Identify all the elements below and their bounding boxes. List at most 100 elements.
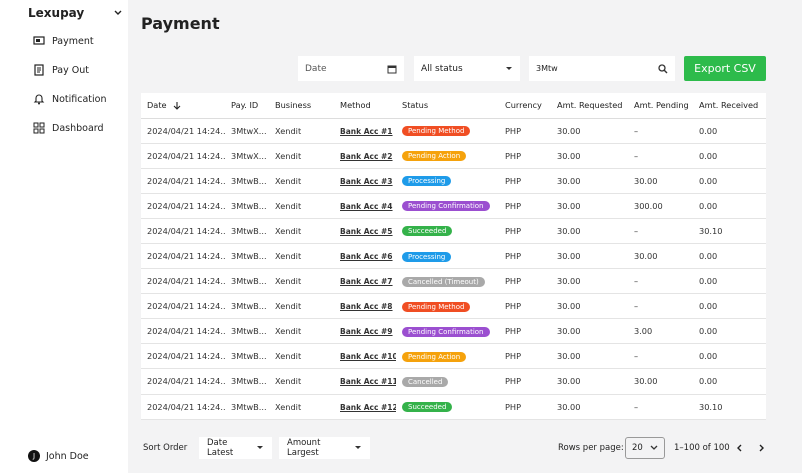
column-header[interactable]: Date bbox=[141, 93, 225, 119]
method-link[interactable]: Bank Acc #6 bbox=[340, 252, 393, 262]
table-row[interactable]: 2024/04/21 14:24... 3MtwB... Xendit Bank Ac… bbox=[141, 394, 766, 420]
cell-text: Xendit bbox=[275, 200, 302, 211]
cell-currency: PHP bbox=[499, 368, 551, 395]
nav-label: Dashboard bbox=[52, 122, 104, 134]
method-link[interactable]: Bank Acc #4 bbox=[340, 201, 393, 211]
cell-pay-id: 3MtwB... bbox=[225, 268, 269, 295]
cell-text: Xendit bbox=[275, 225, 302, 236]
cell-text: 30.00 bbox=[634, 175, 658, 186]
method-link[interactable]: Bank Acc #1 bbox=[340, 126, 393, 136]
table-row[interactable]: 2024/04/21 14:24... 3MtwB... Xendit Bank Ac… bbox=[141, 268, 766, 295]
cell-requested: 30.00 bbox=[551, 368, 628, 395]
cell-pending: – bbox=[628, 343, 693, 370]
cell-date: 2024/04/21 14:24... bbox=[141, 243, 225, 270]
cell-method: Bank Acc #6 bbox=[334, 243, 396, 270]
nav-item[interactable]: Dashboard bbox=[33, 122, 104, 134]
cell-status: Succeeded bbox=[396, 218, 499, 244]
cell-text: 0.00 bbox=[699, 125, 718, 136]
cell-text: 30.00 bbox=[557, 326, 581, 337]
nav-item[interactable]: Payment bbox=[33, 35, 94, 47]
method-link[interactable]: Bank Acc #12 bbox=[340, 402, 396, 412]
table-row[interactable]: 2024/04/21 14:24... 3MtwB... Xendit Bank Ac… bbox=[141, 218, 766, 244]
cell-text: 2024/04/21 14:24... bbox=[147, 376, 225, 387]
table-row[interactable]: 2024/04/21 14:24... 3MtwB... Xendit Bank Ac… bbox=[141, 343, 766, 370]
date-filter[interactable]: Date bbox=[298, 56, 404, 81]
rows-per-page-select[interactable]: 20 bbox=[625, 437, 665, 459]
cell-text: 2024/04/21 14:24... bbox=[147, 276, 225, 287]
method-link[interactable]: Bank Acc #3 bbox=[340, 176, 393, 186]
cell-text: 0.00 bbox=[699, 376, 718, 387]
method-link[interactable]: Bank Acc #10 bbox=[340, 352, 396, 362]
cell-pay-id: 3MtwB... bbox=[225, 368, 269, 395]
status-badge: Cancelled (Timeout) bbox=[402, 276, 485, 287]
cell-received: 0.00 bbox=[693, 143, 766, 169]
page-title: Payment bbox=[141, 14, 220, 33]
cell-text: – bbox=[634, 351, 639, 362]
table-row[interactable]: 2024/04/21 14:24... 3MtwB... Xendit Bank Ac… bbox=[141, 168, 766, 194]
cell-method: Bank Acc #11 bbox=[334, 368, 396, 395]
status-filter[interactable]: All status bbox=[414, 56, 520, 81]
cell-text: 3MtwB... bbox=[231, 401, 267, 412]
method-link[interactable]: Bank Acc #5 bbox=[340, 226, 393, 236]
table-row[interactable]: 2024/04/21 14:24... 3MtwX... Xendit Bank Ac… bbox=[141, 118, 766, 144]
table-row[interactable]: 2024/04/21 14:24... 3MtwB... Xendit Bank Ac… bbox=[141, 193, 766, 219]
cell-text: 300.00 bbox=[634, 200, 663, 211]
prev-page[interactable] bbox=[736, 444, 744, 452]
column-label: Pay. ID bbox=[231, 100, 259, 111]
sort-select[interactable]: Amount Largest bbox=[279, 437, 370, 459]
table-row[interactable]: 2024/04/21 14:24... 3MtwB... Xendit Bank Ac… bbox=[141, 318, 766, 345]
cell-business: Xendit bbox=[269, 318, 334, 345]
method-link[interactable]: Bank Acc #7 bbox=[340, 277, 393, 287]
search-box[interactable]: 3Mtw bbox=[529, 56, 675, 81]
next-page[interactable] bbox=[757, 444, 765, 452]
cell-requested: 30.00 bbox=[551, 143, 628, 169]
column-header: Amt. Pending bbox=[628, 93, 693, 119]
search-value: 3Mtw bbox=[536, 64, 558, 73]
nav-item[interactable]: Notification bbox=[33, 93, 107, 105]
payments-table: Date Pay. ID Business Method Status Currency A… bbox=[141, 93, 766, 420]
export-button[interactable]: Export CSV bbox=[684, 56, 766, 81]
cell-text: 3MtwB... bbox=[231, 200, 267, 211]
method-link[interactable]: Bank Acc #9 bbox=[340, 327, 393, 337]
collapse-icon[interactable] bbox=[113, 9, 123, 17]
column-header: Pay. ID bbox=[225, 93, 269, 119]
cell-text: PHP bbox=[505, 200, 522, 211]
table-row[interactable]: 2024/04/21 14:24... 3MtwB... Xendit Bank Ac… bbox=[141, 243, 766, 270]
cell-text: PHP bbox=[505, 351, 522, 362]
table-row[interactable]: 2024/04/21 14:24... 3MtwB... Xendit Bank Ac… bbox=[141, 368, 766, 395]
cell-text: Xendit bbox=[275, 125, 302, 136]
method-link[interactable]: Bank Acc #11 bbox=[340, 377, 396, 387]
cell-text: 0.00 bbox=[699, 351, 718, 362]
cell-pending: 30.00 bbox=[628, 368, 693, 395]
column-label: Status bbox=[402, 100, 429, 111]
cell-text: 3MtwB... bbox=[231, 251, 267, 262]
column-label: Date bbox=[147, 100, 167, 111]
sidebar: Lexupay J John Doe Payment Pay Out Notific… bbox=[0, 0, 128, 473]
cell-pay-id: 3MtwB... bbox=[225, 243, 269, 270]
sort-select[interactable]: Date Latest bbox=[199, 437, 272, 459]
cell-text: 0.00 bbox=[699, 276, 718, 287]
method-link[interactable]: Bank Acc #8 bbox=[340, 302, 393, 312]
cell-business: Xendit bbox=[269, 343, 334, 370]
cell-text: 3MtwB... bbox=[231, 326, 267, 337]
table-row[interactable]: 2024/04/21 14:24... 3MtwX... Xendit Bank Ac… bbox=[141, 143, 766, 169]
cell-method: Bank Acc #2 bbox=[334, 143, 396, 169]
table-row[interactable]: 2024/04/21 14:24... 3MtwB... Xendit Bank Ac… bbox=[141, 293, 766, 320]
cell-method: Bank Acc #12 bbox=[334, 394, 396, 420]
cell-text: 30.10 bbox=[699, 401, 723, 412]
status-badge: Pending Action bbox=[402, 151, 467, 162]
sort-arrow bbox=[173, 102, 180, 111]
cell-pending: 30.00 bbox=[628, 168, 693, 194]
cell-received: 0.00 bbox=[693, 293, 766, 320]
cell-currency: PHP bbox=[499, 243, 551, 270]
nav-icon bbox=[33, 122, 45, 134]
cell-text: 3MtwX... bbox=[231, 125, 267, 136]
cell-text: Xendit bbox=[275, 251, 302, 262]
user[interactable]: J John Doe bbox=[28, 450, 89, 462]
cell-received: 0.00 bbox=[693, 318, 766, 345]
nav-item[interactable]: Pay Out bbox=[33, 64, 89, 76]
cell-text: Xendit bbox=[275, 326, 302, 337]
method-link[interactable]: Bank Acc #2 bbox=[340, 151, 393, 161]
cell-text: 3MtwB... bbox=[231, 351, 267, 362]
header-row: Date Pay. ID Business Method Status Currency A… bbox=[141, 93, 766, 119]
